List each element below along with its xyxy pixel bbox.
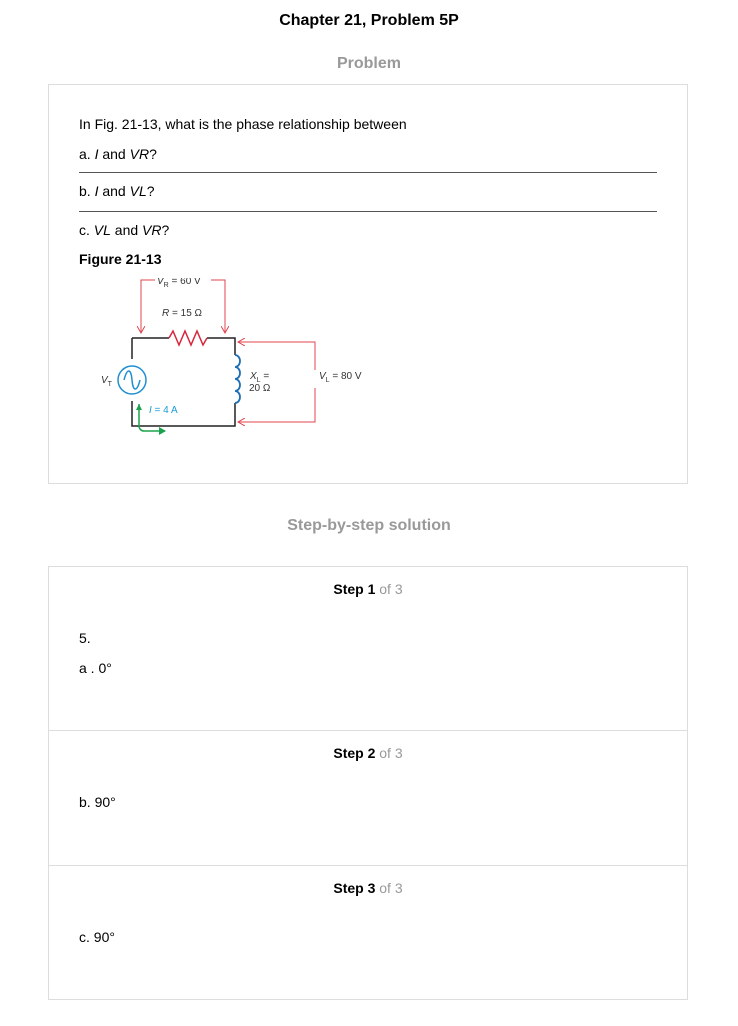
step-header-3: Step 3 of 3 (333, 880, 403, 896)
current-label: I = 4 A (149, 405, 178, 416)
inductor-coil (234, 354, 241, 404)
xl-value: 20 Ω (249, 383, 271, 394)
step-3-line-1: c. 90° (79, 929, 115, 945)
page-title: Chapter 21, Problem 5P (279, 12, 459, 29)
problem-card: In Fig. 21-13, what is the phase relatio… (48, 84, 688, 484)
vl-arrow-top (239, 342, 316, 370)
vt-label: VT (101, 375, 113, 388)
resistor-zigzag (168, 329, 208, 347)
question-b: b. I and VL? (79, 183, 155, 199)
solution-heading: Step-by-step solution (287, 517, 451, 534)
step-1-line-1: 5. (79, 630, 91, 646)
problem-heading: Problem (336, 55, 401, 72)
answer-line-a (79, 172, 657, 173)
circuit-figure: VR = 60 V R = 15 Ω VT XL = 20 Ω VL = 80 … (101, 278, 362, 435)
current-arrow (138, 404, 166, 435)
circuit-wire-left-bottom (131, 401, 236, 427)
answer-line-b (79, 211, 657, 212)
question-a: a. I and VR? (79, 146, 157, 162)
circuit-wire-top (132, 337, 236, 355)
figure-label: Figure 21-13 (79, 251, 162, 267)
question-c: c. VL and VR? (79, 222, 170, 238)
problem-intro: In Fig. 21-13, what is the phase relatio… (79, 116, 407, 132)
step-1-line-2: a . 0° (79, 660, 112, 676)
xl-label: XL = (249, 371, 269, 384)
step-header-1: Step 1 of 3 (333, 581, 403, 597)
vr-label: VR = 60 V (157, 278, 201, 289)
step-2-line-1: b. 90° (79, 794, 116, 810)
ac-source-sine (123, 370, 141, 390)
step-card-3: Step 3 of 3 c. 90° (48, 865, 688, 1000)
resistance-label: R = 15 Ω (162, 308, 203, 319)
vr-arrow-left (141, 279, 155, 332)
step-card-2: Step 2 of 3 b. 90° (48, 730, 688, 866)
current-arrow-tail (136, 404, 142, 410)
step-card-1: Step 1 of 3 5. a . 0° (48, 566, 688, 731)
vr-arrow-right (211, 279, 225, 332)
vl-label: VL = 80 V (319, 371, 362, 384)
step-header-2: Step 2 of 3 (333, 745, 403, 761)
vl-arrow-bottom (239, 388, 316, 422)
